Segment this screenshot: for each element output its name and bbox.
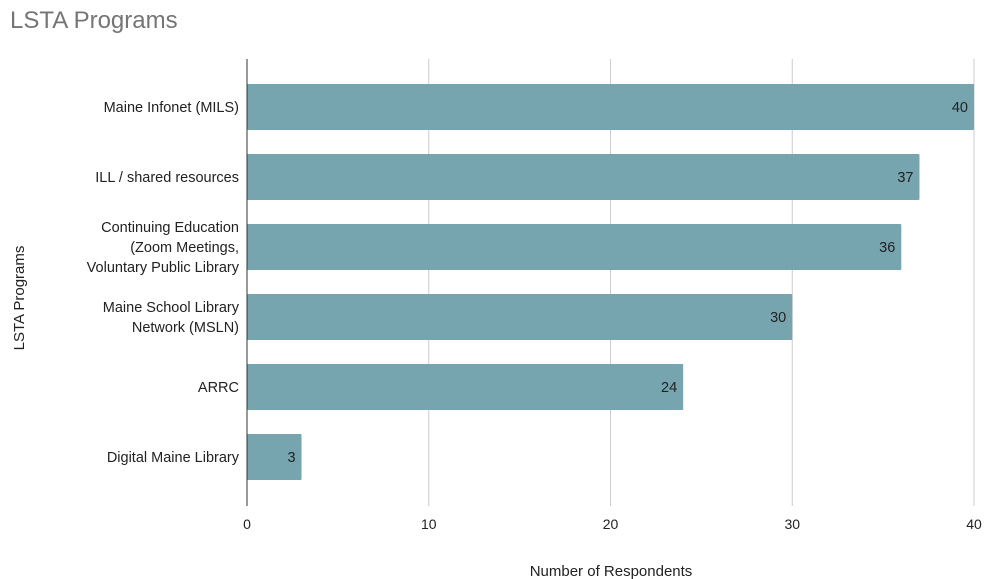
chart-title: LSTA Programs <box>10 7 178 34</box>
data-label: 37 <box>897 170 913 186</box>
bar <box>247 434 302 480</box>
category-labels: Maine Infonet (MILS) ILL / shared resourc… <box>87 100 240 466</box>
data-label: 30 <box>770 310 786 326</box>
category-label: Maine Infonet (MILS) <box>104 100 239 116</box>
data-label: 36 <box>879 240 895 256</box>
category-label: Digital Maine Library <box>107 450 240 466</box>
data-label: 3 <box>287 450 295 466</box>
bar <box>247 154 920 200</box>
x-tick-label: 0 <box>243 516 251 532</box>
bar <box>247 364 684 410</box>
bar <box>247 294 793 340</box>
bar <box>247 224 902 270</box>
x-tick-label: 10 <box>421 516 437 532</box>
category-label: ARRC <box>198 380 239 396</box>
bars <box>247 84 974 480</box>
category-label: Network (MSLN) <box>132 320 239 336</box>
x-tick-label: 30 <box>784 516 800 532</box>
gridlines <box>428 59 975 506</box>
x-tick-label: 20 <box>603 516 619 532</box>
y-axis-title: LSTA Programs <box>11 246 28 351</box>
category-label: ILL / shared resources <box>95 170 239 186</box>
x-axis-title: Number of Respondents <box>530 563 693 579</box>
category-label: Continuing Education <box>101 220 239 236</box>
category-label: Voluntary Public Library <box>87 260 240 276</box>
category-label: Maine School Library <box>103 300 240 316</box>
category-label: (Zoom Meetings, <box>130 240 239 256</box>
x-tick-labels: 0 10 20 30 40 <box>243 516 982 532</box>
data-label: 24 <box>661 380 677 396</box>
data-label: 40 <box>952 100 968 116</box>
x-tick-label: 40 <box>966 516 982 532</box>
data-labels: 40 37 36 30 24 3 <box>287 100 968 466</box>
bar <box>247 84 974 130</box>
